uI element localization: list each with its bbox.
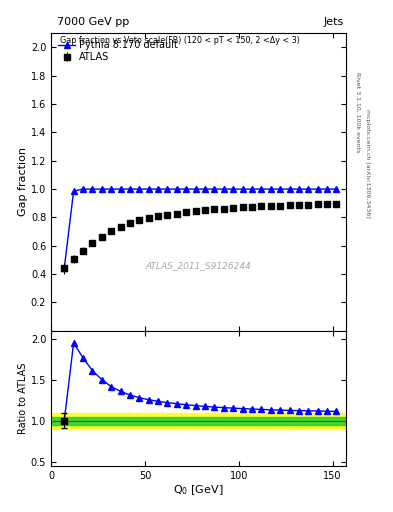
Pythia 8.170 default xyxy=(268,186,273,192)
Pythia 8.170 default xyxy=(90,186,95,192)
Pythia 8.170 default xyxy=(128,186,132,192)
Pythia 8.170 default xyxy=(212,186,217,192)
Pythia 8.170 default xyxy=(259,186,264,192)
Pythia 8.170 default xyxy=(81,186,85,192)
Pythia 8.170 default xyxy=(287,186,292,192)
Pythia 8.170 default xyxy=(165,186,170,192)
Pythia 8.170 default xyxy=(156,186,160,192)
Pythia 8.170 default xyxy=(174,186,179,192)
Bar xyxy=(51,413,346,429)
Y-axis label: Ratio to ATLAS: Ratio to ATLAS xyxy=(18,362,28,434)
Pythia 8.170 default xyxy=(297,186,301,192)
Text: Rivet 3.1.10, 100k events: Rivet 3.1.10, 100k events xyxy=(356,73,361,153)
Pythia 8.170 default xyxy=(109,186,114,192)
Text: mcplots.cern.ch [arXiv:1306.3436]: mcplots.cern.ch [arXiv:1306.3436] xyxy=(365,110,371,218)
Pythia 8.170 default xyxy=(315,186,320,192)
Text: ATLAS_2011_S9126244: ATLAS_2011_S9126244 xyxy=(145,261,252,270)
Pythia 8.170 default xyxy=(137,186,142,192)
Bar xyxy=(51,417,346,425)
Pythia 8.170 default xyxy=(306,186,310,192)
Text: Jets: Jets xyxy=(323,16,344,27)
Pythia 8.170 default xyxy=(334,186,339,192)
Pythia 8.170 default xyxy=(71,188,76,194)
Y-axis label: Gap fraction: Gap fraction xyxy=(18,147,28,217)
Pythia 8.170 default xyxy=(193,186,198,192)
Pythia 8.170 default xyxy=(203,186,208,192)
Pythia 8.170 default xyxy=(240,186,245,192)
Pythia 8.170 default xyxy=(278,186,283,192)
Pythia 8.170 default xyxy=(221,186,226,192)
Pythia 8.170 default xyxy=(250,186,254,192)
Pythia 8.170 default xyxy=(325,186,329,192)
Text: 7000 GeV pp: 7000 GeV pp xyxy=(57,16,129,27)
Text: Gap fraction vs Veto scale(FB) (120 < pT < 150, 2 <Δy < 3): Gap fraction vs Veto scale(FB) (120 < pT… xyxy=(60,36,300,45)
Pythia 8.170 default xyxy=(62,265,66,271)
X-axis label: Q$_0$ [GeV]: Q$_0$ [GeV] xyxy=(173,483,224,497)
Pythia 8.170 default xyxy=(99,186,104,192)
Pythia 8.170 default xyxy=(184,186,189,192)
Pythia 8.170 default xyxy=(231,186,235,192)
Pythia 8.170 default xyxy=(146,186,151,192)
Legend: Pythia 8.170 default, ATLAS: Pythia 8.170 default, ATLAS xyxy=(56,38,180,64)
Pythia 8.170 default xyxy=(118,186,123,192)
Line: Pythia 8.170 default: Pythia 8.170 default xyxy=(61,186,339,271)
